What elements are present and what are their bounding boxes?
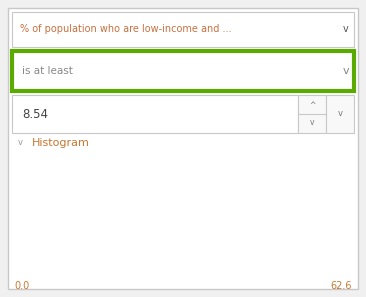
Text: is at least: is at least xyxy=(22,66,73,76)
Bar xyxy=(257,259,272,262)
Bar xyxy=(290,260,304,262)
Bar xyxy=(338,261,352,262)
Text: x8.5: x8.5 xyxy=(63,177,72,194)
Text: v: v xyxy=(18,138,23,148)
Bar xyxy=(192,256,207,262)
Bar xyxy=(176,254,191,262)
Text: 62.6: 62.6 xyxy=(330,281,352,291)
Text: v: v xyxy=(343,24,349,34)
Bar xyxy=(322,261,336,262)
Bar xyxy=(14,207,29,262)
Bar xyxy=(225,258,239,262)
Text: Histogram: Histogram xyxy=(32,138,90,148)
Text: 0.0: 0.0 xyxy=(14,281,29,291)
Bar xyxy=(208,257,223,262)
Bar xyxy=(46,188,61,262)
Bar xyxy=(95,233,109,262)
Bar xyxy=(30,176,45,262)
Text: 8.54: 8.54 xyxy=(22,108,48,121)
Bar xyxy=(143,249,158,262)
Bar xyxy=(79,223,93,262)
Bar xyxy=(273,260,288,262)
Text: % of population who are low-income and ...: % of population who are low-income and .… xyxy=(20,24,232,34)
Bar xyxy=(160,252,174,262)
Bar xyxy=(241,259,255,262)
Text: v: v xyxy=(343,66,349,76)
Text: v: v xyxy=(337,110,343,119)
Bar xyxy=(127,245,142,262)
Text: v: v xyxy=(310,118,314,127)
Bar xyxy=(63,209,77,262)
Bar xyxy=(111,240,126,262)
Text: ^: ^ xyxy=(309,101,315,110)
Bar xyxy=(306,260,320,262)
